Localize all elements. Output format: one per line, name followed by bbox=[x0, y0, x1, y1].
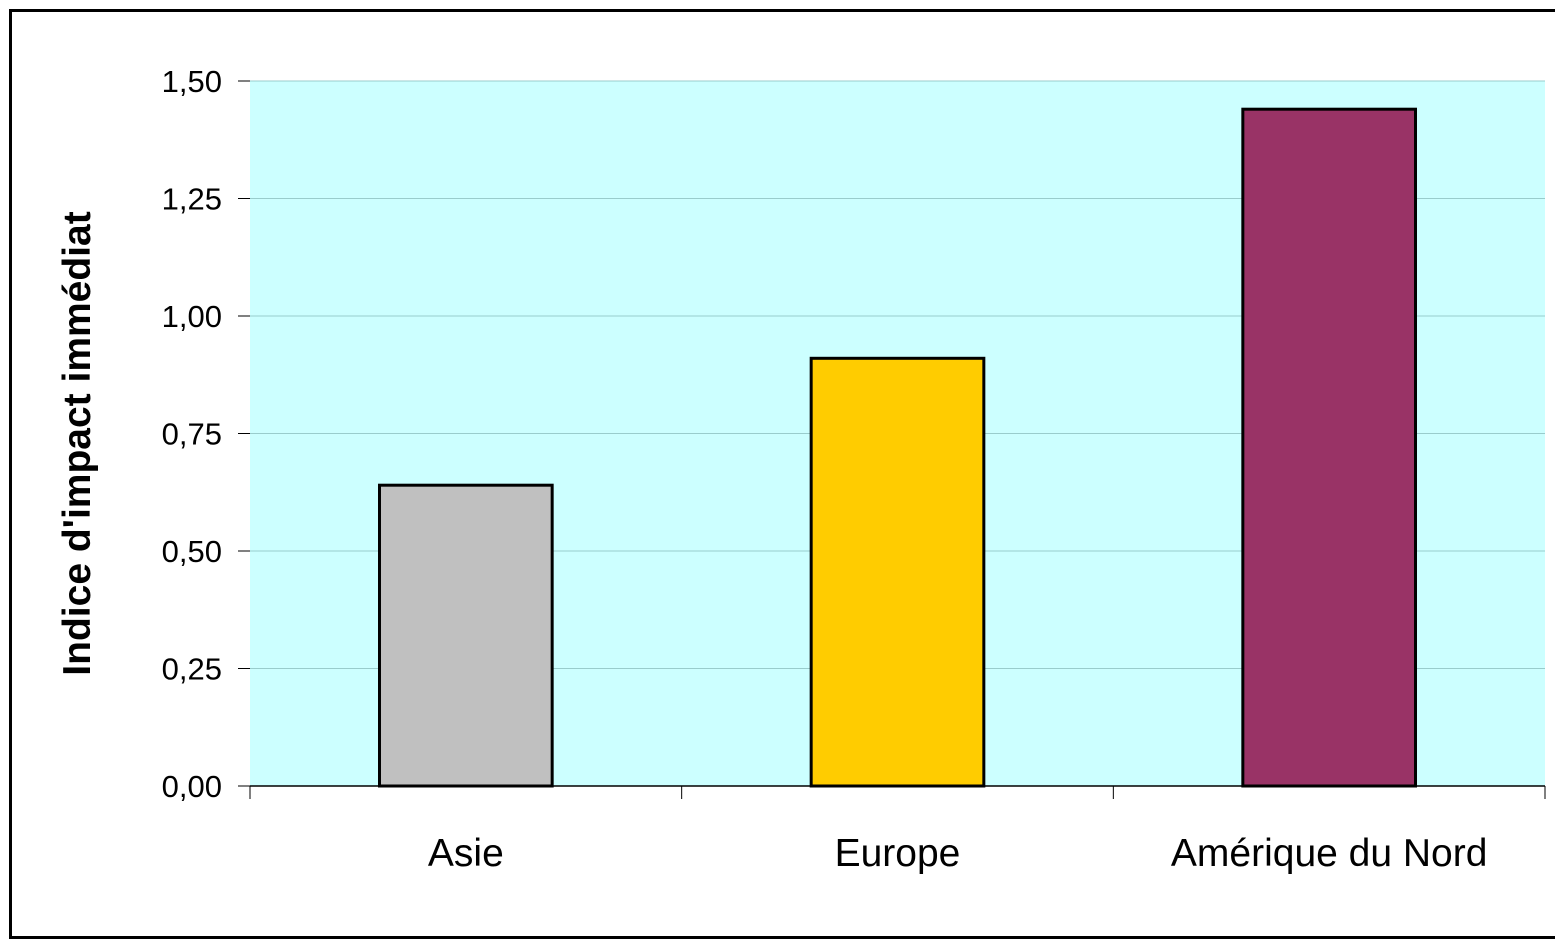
y-tick-label: 0,00 bbox=[162, 769, 222, 804]
y-tick-label: 0,50 bbox=[162, 534, 222, 569]
y-tick-label: 1,50 bbox=[162, 64, 222, 99]
y-axis-title: Indice d'impact immédiat bbox=[56, 211, 99, 675]
x-tick-label: Asie bbox=[428, 832, 504, 875]
bar-europe bbox=[809, 356, 986, 788]
x-tick-label: Europe bbox=[835, 832, 961, 875]
y-tick-label: 0,75 bbox=[162, 417, 222, 452]
y-tick-label: 1,25 bbox=[162, 182, 222, 217]
y-tick-label: 1,00 bbox=[162, 299, 222, 334]
bar-am-rique-du-nord bbox=[1241, 107, 1418, 788]
bar-asie bbox=[378, 483, 554, 788]
x-axis-ticks bbox=[249, 786, 1546, 799]
x-tick-label: Amérique du Nord bbox=[1171, 832, 1488, 875]
y-tick-label: 0,25 bbox=[162, 652, 222, 687]
bars bbox=[378, 107, 1418, 788]
y-axis-ticks: 0,00 0,25 0,50 0,75 1,00 1,25 1,50 bbox=[162, 64, 250, 804]
x-axis-labels: Asie Europe Amérique du Nord bbox=[428, 832, 1488, 875]
